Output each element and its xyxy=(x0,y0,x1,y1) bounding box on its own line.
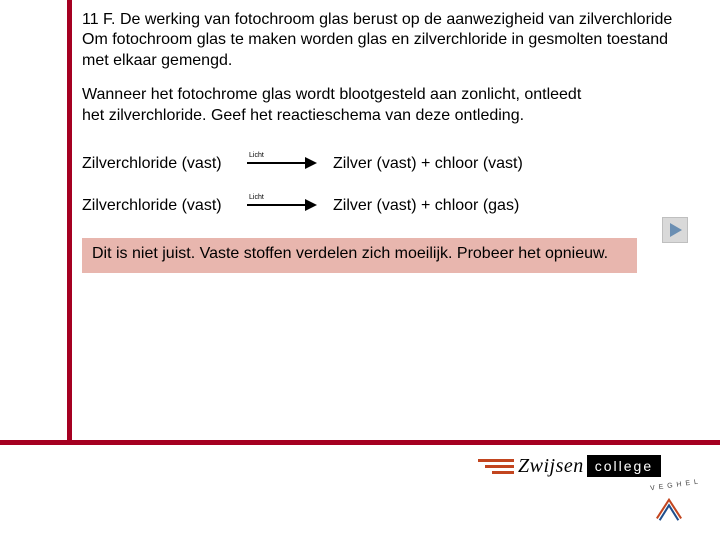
logo-stripes-icon xyxy=(478,459,514,474)
reactant-label: Zilverchloride (vast) xyxy=(82,197,247,215)
feedback-box: Dit is niet juist. Vaste stoffen verdele… xyxy=(82,238,637,272)
products-label: Zilver (vast) + chloor (vast) xyxy=(333,155,523,173)
products-label: Zilver (vast) + chloor (gas) xyxy=(333,197,519,215)
reaction-arrow: Licht xyxy=(247,196,327,216)
reaction-option-1[interactable]: Zilverchloride (vast) Licht Zilver (vast… xyxy=(82,154,692,174)
reactant-label: Zilverchloride (vast) xyxy=(82,155,247,173)
logo-mark-icon xyxy=(655,496,683,524)
reaction-arrow: Licht xyxy=(247,154,327,174)
intro-text: 11 F. De werking van fotochroom glas ber… xyxy=(82,10,692,71)
next-button[interactable] xyxy=(662,217,688,243)
logo-brand: Zwijsen xyxy=(518,455,584,478)
vertical-divider xyxy=(67,0,72,445)
reaction-option-2[interactable]: Zilverchloride (vast) Licht Zilver (vast… xyxy=(82,196,692,216)
feedback-text: Dit is niet juist. Vaste stoffen verdele… xyxy=(92,245,608,262)
logo-subtext: V E G H E L xyxy=(650,479,700,493)
logo-suffix: college xyxy=(587,455,661,477)
arrow-condition: Licht xyxy=(249,194,264,201)
logo-block: Zwijsen college V E G H E L xyxy=(478,452,703,530)
arrow-condition: Licht xyxy=(249,152,264,159)
main-content: 11 F. De werking van fotochroom glas ber… xyxy=(82,10,692,273)
play-icon xyxy=(670,223,682,237)
question-text: Wanneer het fotochrome glas wordt blootg… xyxy=(82,85,582,126)
horizontal-divider xyxy=(0,440,720,445)
